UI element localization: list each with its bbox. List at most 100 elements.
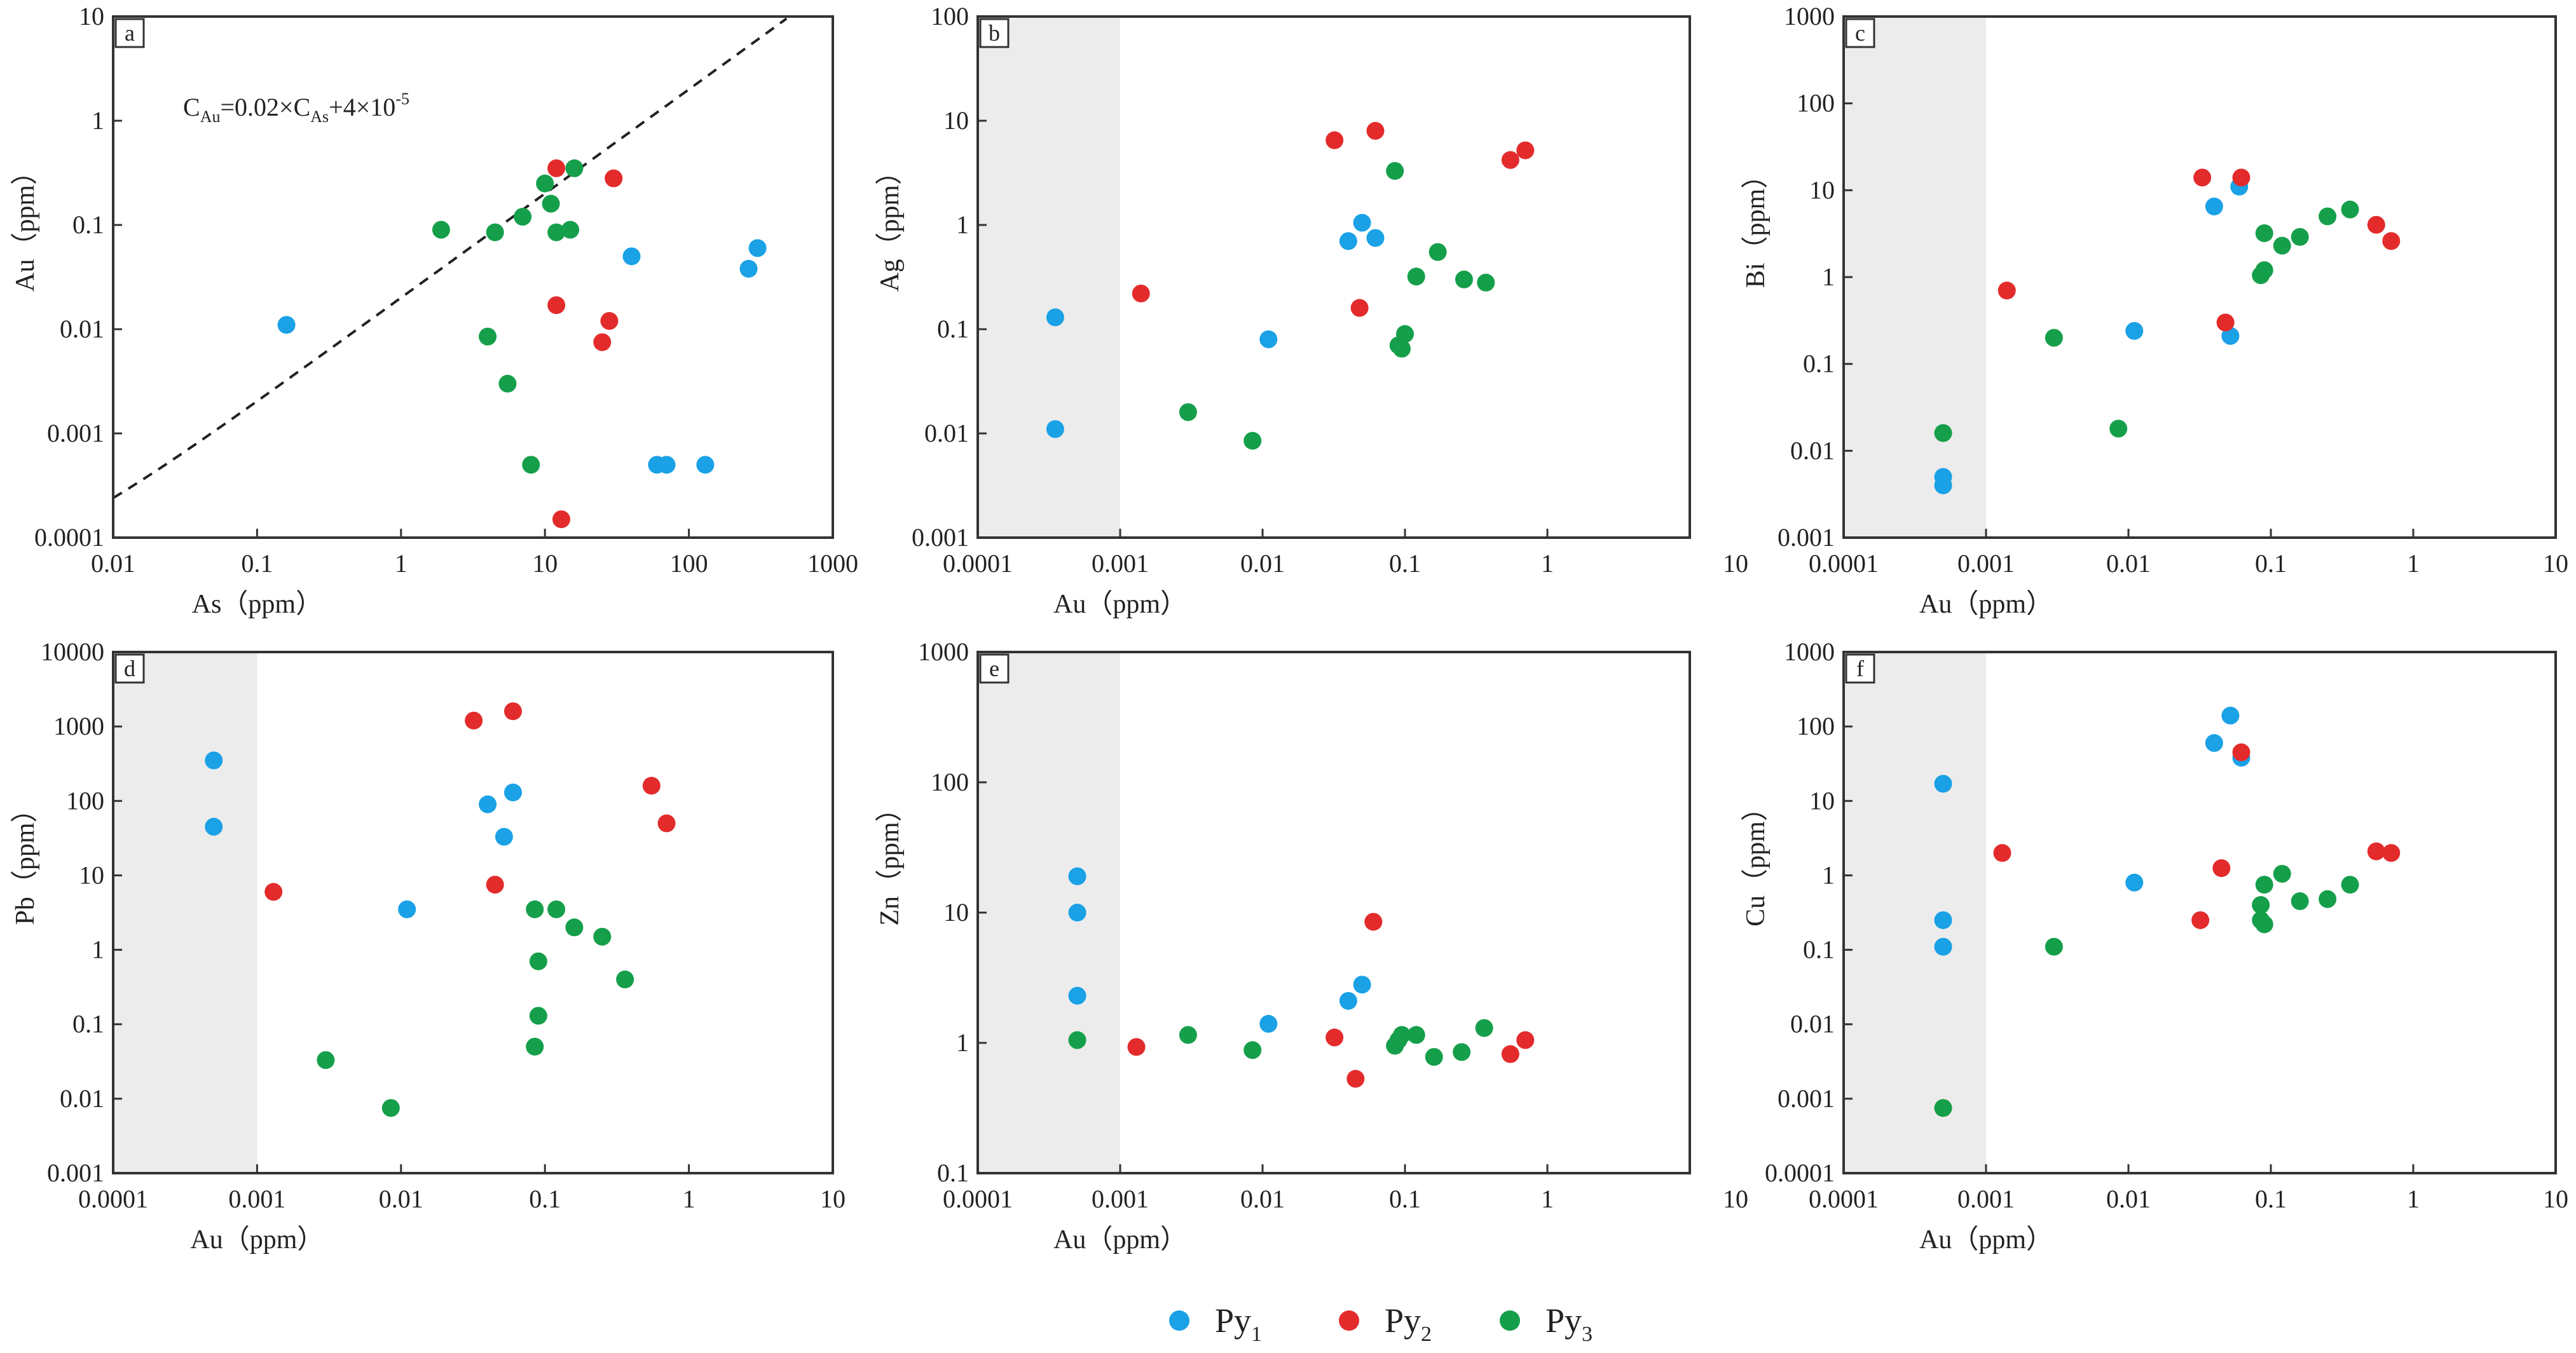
data-point (1068, 1031, 1086, 1049)
x-tick-label: 0.0001 (943, 549, 1013, 578)
panel-f: 0.0001 0.001 0.01 0.1 1 10 100 1000 10 0.0001 0.00… (1723, 637, 2568, 1254)
data-point (1179, 1026, 1197, 1044)
panel-label: e (989, 656, 999, 681)
legend-item-Py1: Py1 (1169, 1302, 1262, 1346)
data-point (542, 194, 560, 213)
x-tick-label: 0.001 (1957, 549, 2015, 578)
x-tick-label: 1 (395, 549, 408, 578)
x-tick-label: 0.01 (91, 549, 135, 578)
y-tick-label: 10000 (41, 637, 104, 666)
plot-frame (112, 651, 834, 1174)
data-point (504, 783, 522, 801)
data-point (1453, 1043, 1471, 1061)
data-point (504, 702, 522, 721)
data-point (2255, 224, 2273, 242)
data-point (1339, 991, 1357, 1010)
series-Py2 (1993, 743, 2401, 929)
y-axis-label: Au（ppm） (11, 158, 40, 292)
x-tick-label: 10 (2543, 549, 2568, 578)
series-Py3 (1934, 200, 2359, 442)
data-point (565, 159, 584, 177)
legend-item-Py3: Py3 (1500, 1302, 1593, 1346)
panel-label: d (124, 656, 135, 681)
data-point (561, 221, 580, 239)
panel-a: 0.0001 0.001 0.01 0.1 1 10 0.01 0.1 1 10 100 1000 CA… (11, 2, 858, 619)
data-point (1326, 1028, 1344, 1047)
y-tick-label: 0.01 (924, 419, 969, 447)
data-point (486, 876, 504, 894)
data-point (565, 918, 584, 937)
data-point (2291, 892, 2309, 911)
y-tick-label: 10 (943, 898, 969, 927)
data-point (1455, 270, 1473, 289)
data-point (398, 900, 416, 918)
x-tick-label: 1 (2407, 549, 2420, 578)
legend: Py1 Py2 Py3 (1169, 1302, 1593, 1346)
y-axis-label: Pb（ppm） (11, 796, 40, 925)
data-point (2255, 915, 2273, 934)
panel-label: f (1856, 656, 1864, 681)
data-point (1339, 232, 1357, 250)
y-tick-label: 10 (1809, 175, 1835, 204)
y-tick-label: 0.001 (1778, 1084, 1835, 1113)
y-tick-label: 0.001 (912, 523, 969, 552)
series-Py2 (264, 702, 676, 901)
data-point (2125, 873, 2144, 892)
x-tick-label: 0.01 (2106, 1185, 2151, 1213)
data-point (1366, 121, 1385, 140)
series-Py3 (1934, 864, 2359, 1117)
data-point (2273, 236, 2291, 255)
reference-curve (112, 17, 788, 500)
data-point (1353, 976, 1371, 994)
data-point (205, 817, 223, 836)
data-point (1353, 214, 1371, 232)
data-point (1326, 131, 1344, 149)
panel-label-box (979, 653, 1010, 684)
data-point (1934, 937, 1952, 956)
x-tick-label: 10 (532, 549, 558, 578)
data-point (465, 711, 483, 730)
panel-label-box (1845, 653, 1875, 684)
data-point (593, 927, 612, 946)
data-point (2291, 228, 2309, 246)
series-Py3 (432, 159, 584, 474)
data-point (1516, 141, 1535, 160)
data-point (547, 900, 566, 918)
x-tick-label: 1 (1541, 549, 1554, 578)
data-point (536, 174, 554, 193)
x-tick-label: 0.001 (228, 1185, 285, 1213)
panel-label: b (989, 20, 1000, 46)
data-point (2367, 842, 2385, 860)
data-point (2125, 322, 2144, 340)
data-point (547, 223, 566, 241)
legend-label: Py1 (1215, 1302, 1262, 1346)
data-point (1243, 432, 1262, 450)
x-tick-label: 0.1 (2255, 1185, 2287, 1213)
y-tick-label: 10 (79, 860, 104, 889)
data-point (1934, 1099, 1952, 1117)
y-axis-label: Cu（ppm） (1741, 794, 1771, 927)
y-tick-label: 0.0001 (1765, 1159, 1835, 1187)
data-point (1501, 1045, 1519, 1063)
series-Py3 (1179, 161, 1495, 450)
data-point (605, 169, 623, 187)
data-point (2232, 743, 2251, 761)
data-point (1127, 1038, 1146, 1056)
data-point (1364, 913, 1383, 931)
data-point (514, 208, 532, 226)
series-Py2 (1997, 168, 2401, 332)
data-point (1179, 403, 1197, 421)
series-Py2 (1127, 913, 1535, 1088)
data-point (529, 1007, 547, 1025)
x-tick-label: 0.0001 (1809, 549, 1879, 578)
y-axis-label: Bi（ppm） (1741, 162, 1771, 288)
x-tick-label: 0.1 (241, 549, 273, 578)
data-point (1407, 268, 1425, 286)
y-tick-label: 0.1 (72, 210, 104, 239)
y-tick-label: 1000 (918, 637, 969, 666)
shaded-region (978, 652, 1120, 1173)
data-point (479, 795, 497, 813)
